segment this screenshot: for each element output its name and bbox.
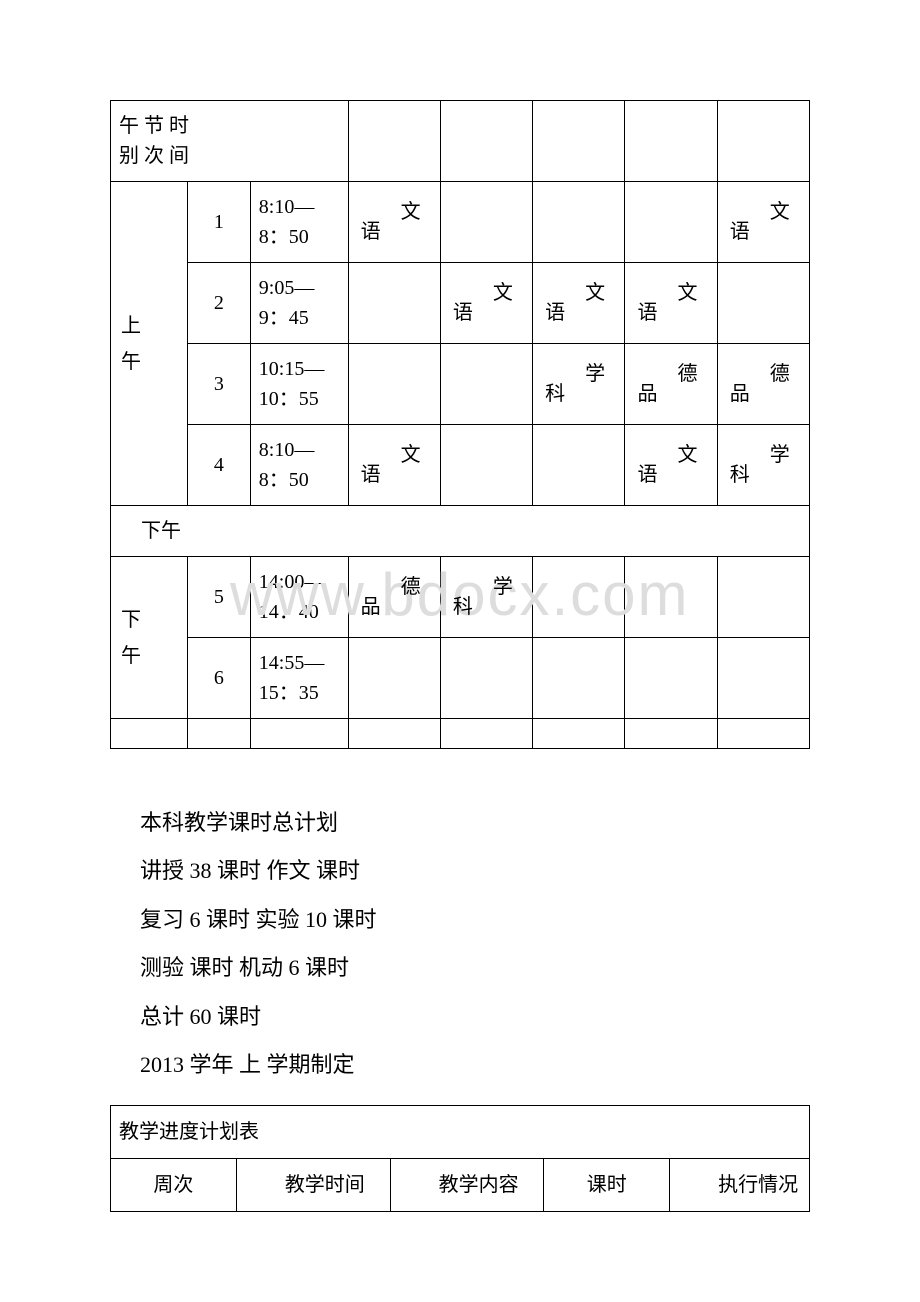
plan-col-hours: 课时	[544, 1159, 670, 1212]
afternoon-divider-row: 下午	[111, 506, 810, 557]
header-day-4	[625, 101, 717, 182]
plan-header-row: 周次 教学时间 教学内容 课时 执行情况	[111, 1159, 810, 1212]
cell	[440, 182, 532, 263]
header-day-1	[348, 101, 440, 182]
cell	[625, 719, 717, 749]
cell: 语 文	[348, 182, 440, 263]
schedule-table: 午 节 时 别 次 间 上午 1 8:10—8：50 语 文 语 文 2 9:0…	[110, 100, 810, 749]
cell	[625, 557, 717, 638]
cell	[440, 425, 532, 506]
plan-line: 复习 6 课时 实验 10 课时	[140, 896, 810, 944]
cell	[187, 719, 250, 749]
cell: 语 文	[440, 263, 532, 344]
plan-line: 测验 课时 机动 6 课时	[140, 944, 810, 992]
cell: 语 文	[717, 182, 809, 263]
cell	[625, 182, 717, 263]
cell	[111, 719, 188, 749]
period-num: 6	[187, 638, 250, 719]
afternoon-label: 下午	[141, 520, 181, 542]
cell	[717, 719, 809, 749]
plan-line: 总计 60 课时	[140, 993, 810, 1041]
cell	[348, 719, 440, 749]
cell	[717, 263, 809, 344]
table-row: 6 14:55—15：35	[111, 638, 810, 719]
cell	[717, 638, 809, 719]
table-row: 下午 5 14:00—14：40 品 德 科 学	[111, 557, 810, 638]
table-row: 3 10:15—10：55 科 学 品 德 品 德	[111, 344, 810, 425]
cell	[533, 182, 625, 263]
cell	[533, 557, 625, 638]
table-row: 上午 1 8:10—8：50 语 文 语 文	[111, 182, 810, 263]
cell: 语 文	[625, 263, 717, 344]
plan-line: 2013 学年 上 学期制定	[140, 1041, 810, 1089]
cell: 科 学	[440, 557, 532, 638]
cell	[250, 719, 348, 749]
period-time: 9:05—9：45	[250, 263, 348, 344]
course-plan-text: 本科教学课时总计划 讲授 38 课时 作文 课时 复习 6 课时 实验 10 课…	[110, 799, 810, 1089]
cell: 科 学	[717, 425, 809, 506]
am-label-cell: 上午	[111, 182, 188, 506]
period-num: 3	[187, 344, 250, 425]
plan-col-time: 教学时间	[236, 1159, 390, 1212]
header-line1: 午 节 时	[119, 111, 340, 141]
period-num: 4	[187, 425, 250, 506]
cell	[348, 638, 440, 719]
header-day-5	[717, 101, 809, 182]
header-day-2	[440, 101, 532, 182]
pm-label-cell: 下午	[111, 557, 188, 719]
header-day-3	[533, 101, 625, 182]
progress-plan-table: 教学进度计划表 周次 教学时间 教学内容 课时 执行情况	[110, 1105, 810, 1212]
plan-title-cell: 教学进度计划表	[111, 1106, 810, 1159]
cell: 品 德	[348, 557, 440, 638]
cell	[348, 263, 440, 344]
plan-col-status: 执行情况	[670, 1159, 810, 1212]
plan-line: 讲授 38 课时 作文 课时	[140, 847, 810, 895]
afternoon-divider-cell: 下午	[111, 506, 810, 557]
cell: 语 文	[533, 263, 625, 344]
cell: 品 德	[625, 344, 717, 425]
period-time: 14:00—14：40	[250, 557, 348, 638]
table-row: 4 8:10—8：50 语 文 语 文 科 学	[111, 425, 810, 506]
plan-line: 本科教学课时总计划	[140, 799, 810, 847]
plan-col-week: 周次	[111, 1159, 237, 1212]
cell	[440, 719, 532, 749]
table-row	[111, 719, 810, 749]
cell	[533, 719, 625, 749]
am-label: 上午	[119, 308, 143, 380]
schedule-header-row: 午 节 时 别 次 间	[111, 101, 810, 182]
pm-label: 下午	[119, 602, 143, 674]
cell	[533, 425, 625, 506]
period-num: 1	[187, 182, 250, 263]
period-num: 2	[187, 263, 250, 344]
plan-title-row: 教学进度计划表	[111, 1106, 810, 1159]
cell	[440, 638, 532, 719]
cell: 科 学	[533, 344, 625, 425]
plan-col-content: 教学内容	[390, 1159, 544, 1212]
table-row: 2 9:05—9：45 语 文 语 文 语 文	[111, 263, 810, 344]
cell: 语 文	[348, 425, 440, 506]
document-page: www.bdocx.com 午 节 时 别 次 间 上午 1 8:10—8：50…	[0, 0, 920, 1272]
period-time: 10:15—10：55	[250, 344, 348, 425]
period-time: 14:55—15：35	[250, 638, 348, 719]
cell	[533, 638, 625, 719]
cell	[625, 638, 717, 719]
cell	[717, 557, 809, 638]
header-line2: 别 次 间	[119, 141, 340, 171]
period-time: 8:10—8：50	[250, 182, 348, 263]
period-num: 5	[187, 557, 250, 638]
cell: 品 德	[717, 344, 809, 425]
period-time: 8:10—8：50	[250, 425, 348, 506]
cell: 语 文	[625, 425, 717, 506]
cell	[440, 344, 532, 425]
header-cell-left: 午 节 时 别 次 间	[111, 101, 349, 182]
cell	[348, 344, 440, 425]
